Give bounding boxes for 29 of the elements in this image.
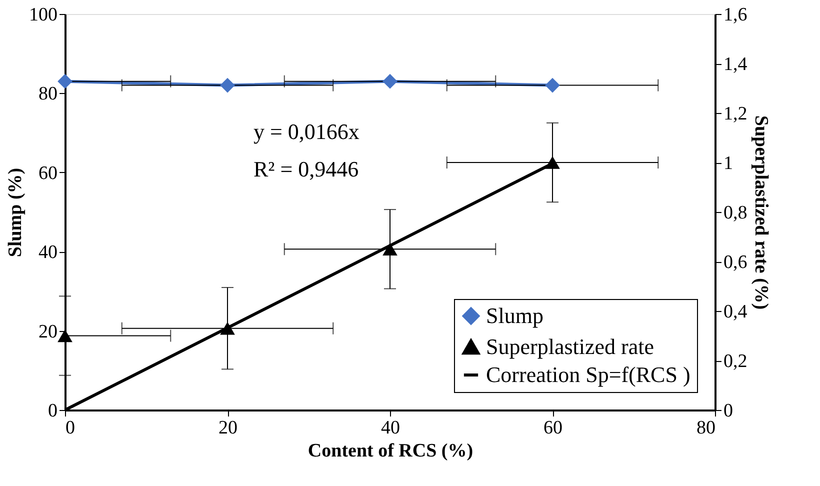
x-tick-label: 80 bbox=[696, 418, 716, 438]
x-tick-label: 60 bbox=[544, 418, 562, 438]
y2-tick-label: 0,4 bbox=[724, 302, 748, 322]
x-tick-label: 20 bbox=[218, 418, 238, 438]
legend-label: Superplastized rate bbox=[486, 334, 654, 359]
x-axis-title: Content of RCS (%) bbox=[308, 440, 474, 462]
y2-tick-label: 0,2 bbox=[724, 351, 748, 372]
y-axis-title: Slump (%) bbox=[5, 168, 26, 258]
y-tick-label: 100 bbox=[29, 4, 58, 26]
y2-axis-title: Superplastized rate (%) bbox=[750, 115, 772, 310]
y-tick-label: 20 bbox=[38, 321, 58, 342]
y2-tick-label: 0,8 bbox=[724, 202, 748, 224]
annotation: R² = 0,9446 bbox=[254, 156, 359, 182]
y2-tick-label: 1 bbox=[724, 153, 733, 174]
y2-tick-label: 1,2 bbox=[724, 104, 748, 124]
x-tick-label: 0 bbox=[66, 418, 75, 438]
y-tick-label: 40 bbox=[38, 242, 58, 264]
x-tick-label: 40 bbox=[381, 418, 400, 438]
y-tick-label: 60 bbox=[38, 162, 58, 184]
y-tick-label: 80 bbox=[38, 84, 58, 105]
annotation: y = 0,0166x bbox=[254, 118, 360, 144]
y2-tick-label: 1,4 bbox=[724, 54, 748, 75]
legend-label: Slump bbox=[486, 303, 544, 328]
y2-tick-label: 0 bbox=[724, 400, 733, 422]
y-tick-label: 0 bbox=[48, 400, 58, 422]
point bbox=[58, 329, 72, 342]
y2-tick-label: 0,6 bbox=[724, 252, 748, 273]
legend-label: Correation Sp=f(RCS ) bbox=[486, 362, 690, 387]
y2-tick-label: 1,6 bbox=[724, 4, 748, 26]
